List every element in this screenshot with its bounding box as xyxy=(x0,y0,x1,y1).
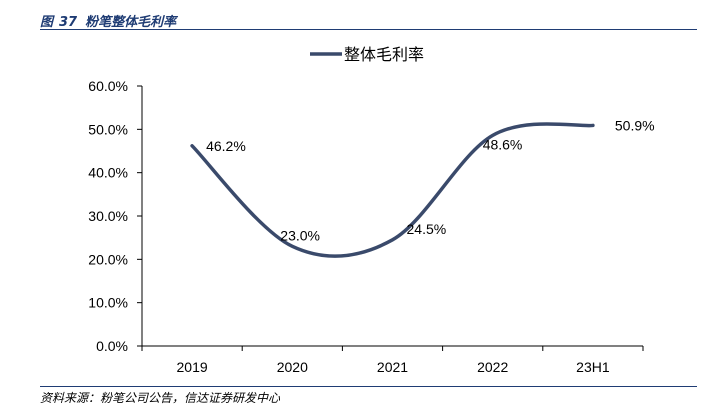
data-point xyxy=(392,239,393,241)
figure-label: 图 xyxy=(40,15,54,30)
chart-area: 整体毛利率 0.0% 10.0% 20.0% 30.0% 40.0% 50.0% 60.0%… xyxy=(0,30,717,382)
y-tick-label: 50.0% xyxy=(88,121,128,137)
data-point xyxy=(492,134,494,136)
x-tick-label: 23H1 xyxy=(576,359,610,375)
x-tick-label: 2020 xyxy=(277,359,308,375)
data-label: 23.0% xyxy=(280,227,320,243)
y-tick-label: 10.0% xyxy=(88,295,128,311)
figure-number: 37 xyxy=(59,15,78,30)
y-tick-label: 60.0% xyxy=(88,78,128,94)
figure-header: 图 37 粉笔整体毛利率 xyxy=(40,10,697,30)
figure-title: 图 37 粉笔整体毛利率 xyxy=(40,11,176,30)
source-note: 资料来源：粉笔公司公告，信达证券研发中心 xyxy=(40,391,281,405)
data-label: 24.5% xyxy=(407,221,447,237)
legend-label: 整体毛利率 xyxy=(344,46,424,64)
data-point xyxy=(291,245,293,247)
series-layer xyxy=(190,122,595,258)
y-tick-label: 20.0% xyxy=(88,251,128,267)
y-tick-label: 40.0% xyxy=(88,165,128,181)
data-point xyxy=(191,145,193,147)
data-label: 46.2% xyxy=(206,138,246,154)
y-tick-label: 0.0% xyxy=(96,338,128,354)
data-labels: 46.2% 23.0% 24.5% 48.6% 50.9% xyxy=(206,117,655,243)
x-tick-label: 2021 xyxy=(377,359,408,375)
figure-title-text: 粉笔整体毛利率 xyxy=(85,15,177,30)
legend: 整体毛利率 xyxy=(310,46,424,64)
x-tick-label: 2019 xyxy=(177,359,208,375)
gross-margin-chart: 整体毛利率 0.0% 10.0% 20.0% 30.0% 40.0% 50.0% 60.0%… xyxy=(88,46,655,375)
data-point xyxy=(592,124,594,126)
series-line xyxy=(190,122,595,258)
data-label: 48.6% xyxy=(483,136,523,152)
x-tick-label: 2022 xyxy=(477,359,508,375)
figure-source-bar: 资料来源：粉笔公司公告，信达证券研发中心 xyxy=(40,386,697,408)
axes: 0.0% 10.0% 20.0% 30.0% 40.0% 50.0% 60.0% 2019 20… xyxy=(88,78,644,375)
data-label: 50.9% xyxy=(615,117,655,133)
y-tick-label: 30.0% xyxy=(88,208,128,224)
